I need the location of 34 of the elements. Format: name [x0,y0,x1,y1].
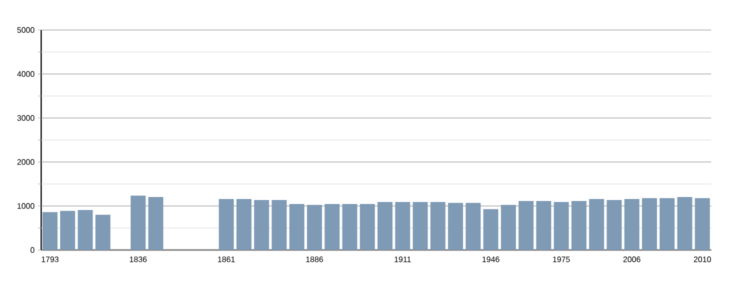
bar [642,198,657,250]
bar [395,202,410,250]
bar [78,210,93,250]
bar [42,212,58,250]
bar [254,200,270,250]
bar [677,196,692,250]
bar [694,198,710,250]
bar [624,198,640,250]
bar [483,209,498,250]
bar [148,196,164,250]
bar [518,200,534,250]
bar [660,198,675,250]
bar [606,200,622,250]
bar [589,198,604,250]
bar [554,202,569,250]
bar [536,200,552,250]
bar [448,202,464,250]
bar [60,210,76,250]
bar [306,204,322,250]
bar [466,202,481,250]
bar [218,198,234,250]
bar [360,204,375,250]
bar [130,196,146,250]
bar [324,204,340,250]
bar [430,202,446,250]
bar [412,202,428,250]
bar [289,204,304,250]
bar [236,198,252,250]
bar [342,204,358,250]
bar [378,202,392,250]
bar [500,204,516,250]
bar [272,200,287,250]
bar [571,200,586,250]
bar [95,214,110,250]
